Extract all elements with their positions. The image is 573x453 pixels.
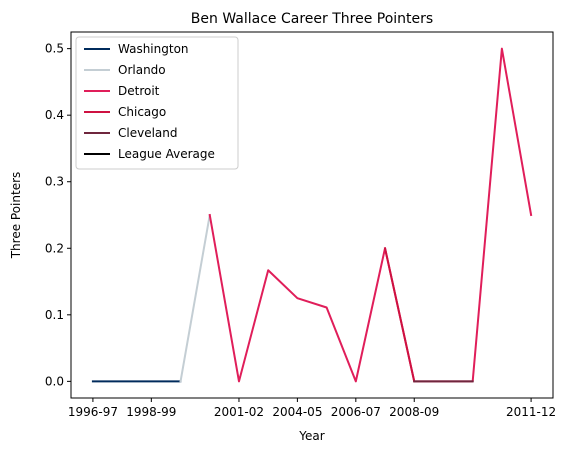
x-tick-label: 2006-07	[331, 405, 381, 419]
x-axis-label: Year	[298, 429, 324, 443]
y-tick-label: 0.3	[45, 175, 64, 189]
legend-label: Chicago	[118, 105, 166, 119]
y-tick-label: 0.5	[45, 42, 64, 56]
legend-label: Orlando	[118, 63, 166, 77]
x-axis: 1996-97 1998-99 2001-02 2004-05 2006-07 2008-…	[68, 398, 556, 419]
legend-box	[75, 36, 239, 170]
y-tick-label: 0.4	[45, 108, 64, 122]
y-tick-label: 0.0	[45, 374, 64, 388]
x-tick-label: 2001-02	[214, 405, 264, 419]
legend-label: Detroit	[118, 84, 160, 98]
legend-label: Cleveland	[118, 126, 178, 140]
x-tick-label: 2004-05	[272, 405, 322, 419]
x-tick-label: 1996-97	[68, 405, 118, 419]
x-tick-label: 2008-09	[389, 405, 439, 419]
plot-frame	[70, 31, 554, 399]
y-tick-label: 0.2	[45, 241, 64, 255]
series-line-detroit	[208, 47, 533, 383]
y-axis-label: Three Pointers	[9, 172, 23, 260]
x-tick-label: 1998-99	[126, 405, 176, 419]
series-line-chicago	[383, 247, 416, 383]
legend: Washington Orlando Detroit Chicago Cleveland…	[75, 36, 239, 170]
series-line-orlando	[179, 213, 211, 383]
y-axis: 0.0 0.1 0.2 0.3 0.4 0.5	[45, 42, 71, 388]
x-tick-label: 2011-12	[506, 405, 556, 419]
legend-label: Washington	[118, 42, 189, 56]
y-tick-label: 0.1	[45, 308, 64, 322]
legend-label: League Average	[118, 147, 215, 161]
series-layer	[91, 47, 533, 383]
chart-title: Ben Wallace Career Three Pointers	[191, 11, 433, 27]
